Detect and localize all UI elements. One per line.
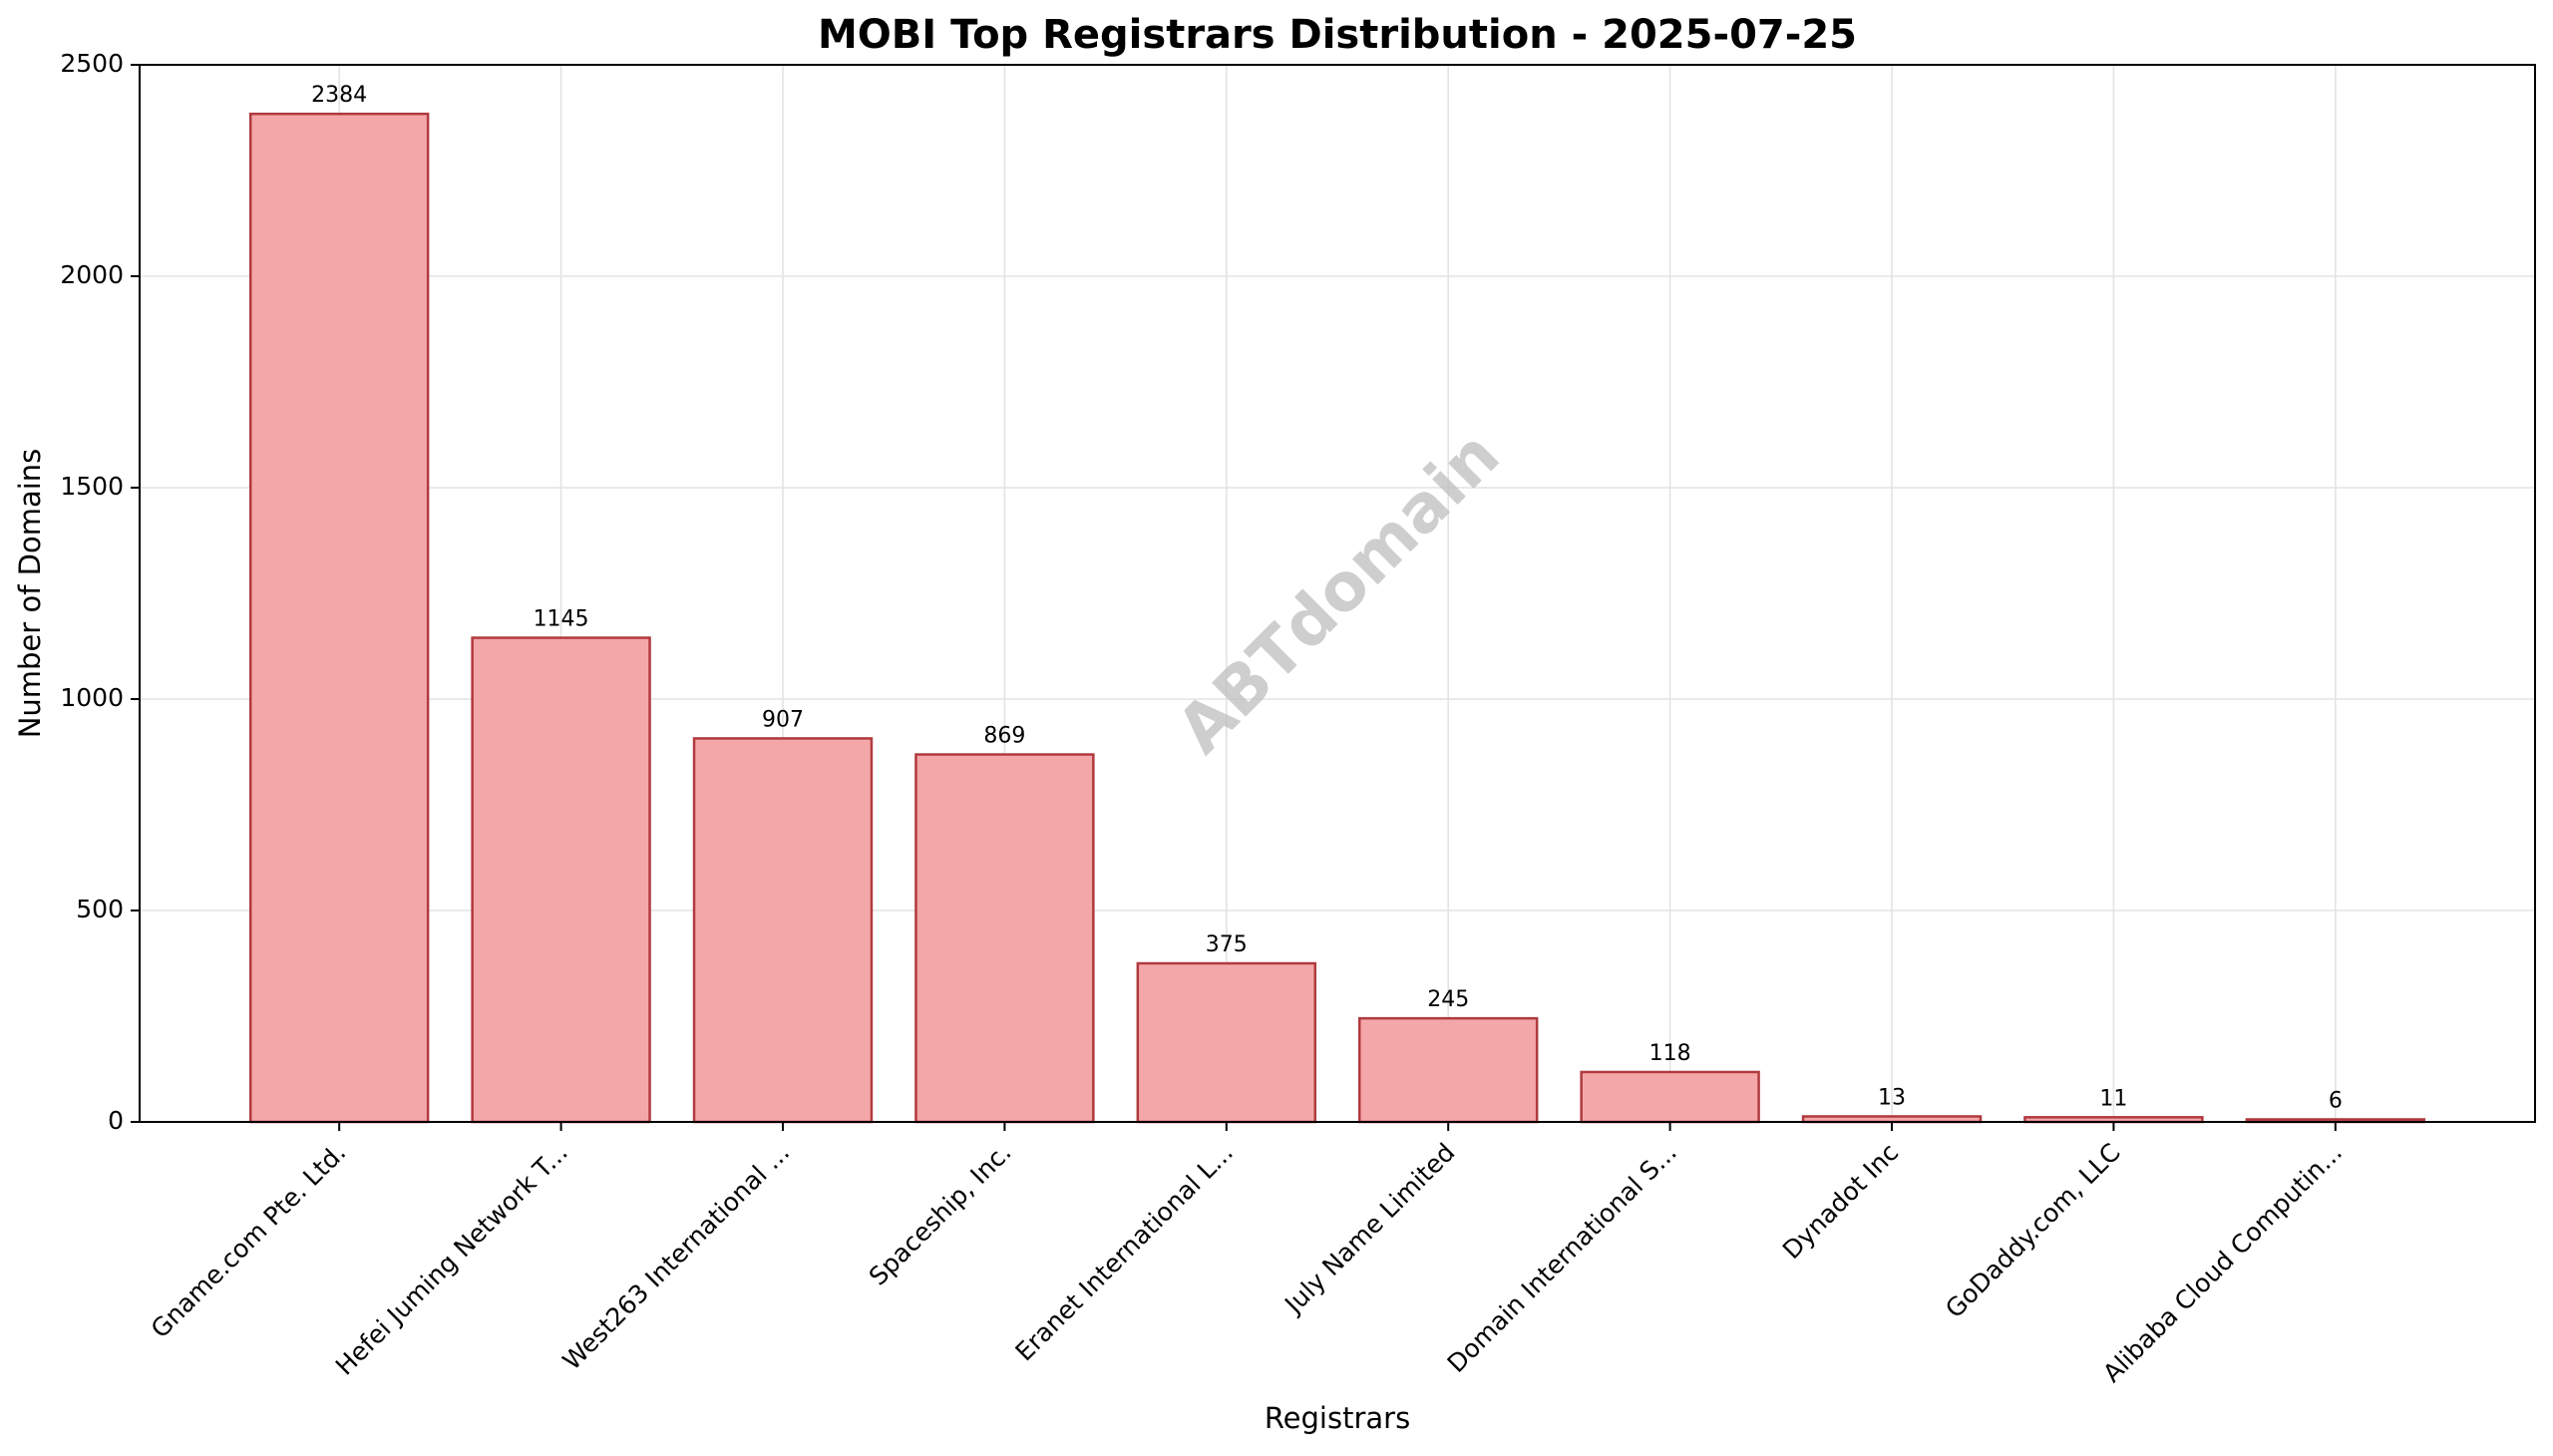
- bar: [692, 737, 874, 1124]
- bar: [914, 753, 1095, 1124]
- watermark-text: ABTdomain: [1162, 416, 1514, 768]
- bar: [248, 112, 430, 1124]
- x-tick-label: July Name Limited: [1277, 1138, 1460, 1320]
- bar: [471, 636, 651, 1124]
- data-labels-layer: 2384 1145 907 869 375 245 118 13 11 6: [311, 83, 2343, 1113]
- y-tick-label: 1500: [60, 472, 124, 501]
- y-axis-label: Number of Domains: [13, 449, 47, 739]
- y-tick-label: 500: [76, 895, 124, 923]
- bar-value-label: 245: [1427, 987, 1469, 1012]
- y-tick-label: 2000: [60, 260, 124, 289]
- bar-value-label: 869: [983, 724, 1025, 749]
- bar-value-label: 13: [1878, 1085, 1906, 1110]
- plot-area-frame: [139, 64, 2536, 1123]
- x-tick-label: GoDaddy.com, LLC: [1940, 1138, 2126, 1324]
- x-tick-label: Spaceship, Inc.: [864, 1138, 1017, 1291]
- bar-value-label: 11: [2099, 1086, 2127, 1111]
- x-tick-label: Dynadot Inc: [1777, 1138, 1904, 1265]
- chart-title: MOBI Top Registrars Distribution - 2025-…: [818, 12, 1857, 58]
- bars-layer: [248, 112, 2426, 1124]
- bar: [1136, 961, 1317, 1124]
- x-tick-label: Eranet International L...: [1009, 1138, 1239, 1367]
- bar-value-label: 1145: [534, 607, 589, 632]
- x-tick-label: Alibaba Cloud Computin...: [2097, 1138, 2348, 1388]
- y-tick-label: 2500: [60, 49, 124, 78]
- bar-value-label: 6: [2329, 1088, 2343, 1113]
- bar-value-label: 375: [1206, 932, 1248, 957]
- y-tick-label: 0: [108, 1106, 124, 1135]
- bar-value-label: 907: [762, 707, 804, 732]
- y-tick-label: 1000: [60, 683, 124, 712]
- x-tick-label: West263 International ...: [557, 1138, 796, 1376]
- bar: [1357, 1016, 1539, 1124]
- x-tick-label: Hefei Juming Network T...: [330, 1138, 573, 1381]
- x-tick-label: Gname.com Pte. Ltd.: [146, 1138, 352, 1344]
- bar-value-label: 2384: [311, 83, 367, 108]
- x-tick-label: Domain International S...: [1442, 1138, 1682, 1378]
- x-axis-label: Registrars: [1265, 1401, 1410, 1435]
- bar-value-label: 118: [1649, 1041, 1691, 1066]
- bar: [1580, 1070, 1760, 1124]
